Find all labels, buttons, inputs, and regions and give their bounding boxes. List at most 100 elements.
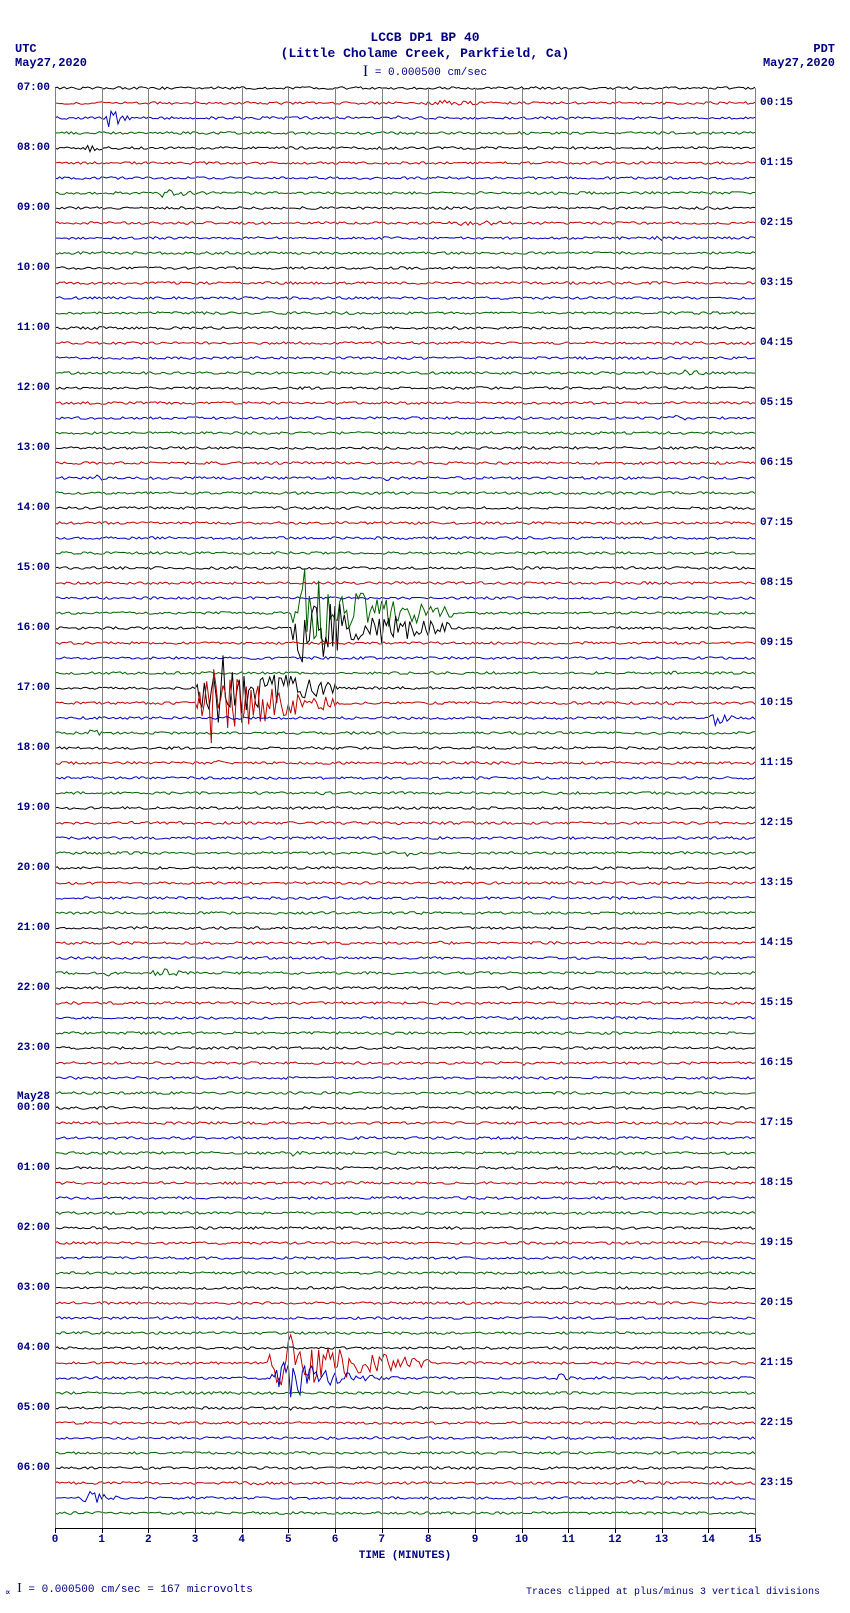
seismic-trace — [55, 297, 755, 300]
xtick-mark — [428, 1528, 429, 1533]
gridline-v — [475, 88, 476, 1528]
utc-time-label: 11:00 — [10, 322, 50, 334]
local-time-label: 10:15 — [760, 697, 800, 709]
local-time-label: 12:15 — [760, 817, 800, 829]
seismic-trace — [55, 416, 755, 420]
footer-left: ∝ I = 0.000500 cm/sec = 167 microvolts — [5, 1581, 253, 1598]
xtick-mark — [568, 1528, 569, 1533]
xtick-label: 12 — [608, 1534, 621, 1546]
utc-time-label: 02:00 — [10, 1222, 50, 1234]
gridline-v — [428, 88, 429, 1528]
seismic-trace — [55, 432, 755, 435]
seismic-trace — [55, 657, 755, 660]
seismic-trace — [55, 642, 755, 645]
seismic-trace — [55, 1062, 755, 1066]
xtick-label: 6 — [332, 1534, 339, 1546]
seismic-trace — [55, 1032, 755, 1035]
seismic-trace — [55, 837, 755, 840]
xtick-mark — [382, 1528, 383, 1533]
seismic-trace — [55, 777, 755, 780]
xtick-label: 15 — [748, 1534, 761, 1546]
seismic-trace — [55, 882, 755, 885]
utc-time-label: 23:00 — [10, 1042, 50, 1054]
xtick-label: 10 — [515, 1534, 528, 1546]
xtick-label: 1 — [98, 1534, 105, 1546]
xtick-label: 8 — [425, 1534, 432, 1546]
utc-time-label: 03:00 — [10, 1282, 50, 1294]
seismic-trace — [55, 807, 755, 810]
seismic-trace — [55, 1392, 755, 1395]
utc-time-label: 12:00 — [10, 382, 50, 394]
xtick-mark — [755, 1528, 756, 1533]
utc-time-label: 06:00 — [10, 1462, 50, 1474]
station-id: LCCB DP1 BP 40 — [0, 30, 850, 46]
seismic-trace — [55, 1197, 755, 1200]
seismic-trace — [55, 1107, 755, 1110]
xtick-mark — [475, 1528, 476, 1533]
gridline-v — [568, 88, 569, 1528]
seismic-trace — [55, 190, 755, 197]
utc-time-label: 09:00 — [10, 202, 50, 214]
utc-time-label: 14:00 — [10, 502, 50, 514]
seismic-trace — [55, 522, 755, 525]
local-time-label: 02:15 — [760, 217, 800, 229]
utc-time-label: 07:00 — [10, 82, 50, 94]
utc-time-label: 13:00 — [10, 442, 50, 454]
gridline-v — [148, 88, 149, 1528]
seismic-trace — [55, 852, 755, 856]
seismic-trace — [55, 1452, 755, 1455]
local-time-label: 17:15 — [760, 1117, 800, 1129]
xtick-label: 2 — [145, 1534, 152, 1546]
x-axis-label: TIME (MINUTES) — [55, 1550, 755, 1562]
local-time-label: 19:15 — [760, 1237, 800, 1249]
seismic-trace — [55, 1272, 755, 1275]
traces-svg — [55, 88, 755, 1528]
gridline-v — [708, 88, 709, 1528]
local-time-label: 05:15 — [760, 397, 800, 409]
scale-indicator: I = 0.000500 cm/sec — [0, 63, 850, 81]
seismic-trace — [55, 671, 755, 674]
gridline-v — [522, 88, 523, 1528]
seismic-trace — [55, 327, 755, 330]
tz-left-label: UTC — [15, 42, 87, 56]
seismic-trace — [55, 162, 755, 165]
xtick-mark — [522, 1528, 523, 1533]
seismic-trace — [55, 132, 755, 135]
seismic-trace — [55, 1512, 755, 1515]
station-location: (Little Cholame Creek, Parkfield, Ca) — [0, 46, 850, 62]
gridline-v — [55, 88, 56, 1528]
seismic-trace — [55, 282, 755, 285]
gridline-v — [102, 88, 103, 1528]
xtick-mark — [662, 1528, 663, 1533]
seismic-trace — [55, 492, 755, 495]
seismic-trace — [55, 1287, 755, 1290]
seismic-trace — [55, 1467, 755, 1470]
local-time-label: 23:15 — [760, 1477, 800, 1489]
seismic-trace — [55, 1242, 755, 1245]
xtick-label: 7 — [378, 1534, 385, 1546]
footer-left-text: = 0.000500 cm/sec = 167 microvolts — [28, 1584, 252, 1596]
seismic-trace — [55, 387, 755, 390]
seismic-trace — [55, 867, 755, 870]
seismic-trace — [55, 1182, 755, 1185]
local-time-label: 03:15 — [760, 277, 800, 289]
tz-right-label: PDT — [763, 42, 835, 56]
seismic-trace — [55, 111, 755, 127]
utc-time-label: 01:00 — [10, 1162, 50, 1174]
seismic-trace — [55, 1227, 755, 1230]
utc-time-label: 21:00 — [10, 922, 50, 934]
utc-time-label: 04:00 — [10, 1342, 50, 1354]
utc-time-label: 15:00 — [10, 562, 50, 574]
seismic-trace — [55, 792, 755, 795]
seismic-trace — [55, 1332, 755, 1335]
seismic-trace — [55, 1002, 755, 1005]
local-time-label: 04:15 — [760, 337, 800, 349]
scale-bar-icon: I — [363, 63, 368, 80]
seismic-trace — [55, 969, 755, 976]
xtick-mark — [148, 1528, 149, 1533]
utc-time-label: 10:00 — [10, 262, 50, 274]
gridline-v — [382, 88, 383, 1528]
tz-left-date: May27,2020 — [15, 56, 87, 70]
utc-time-label: 22:00 — [10, 982, 50, 994]
gridline-v — [242, 88, 243, 1528]
